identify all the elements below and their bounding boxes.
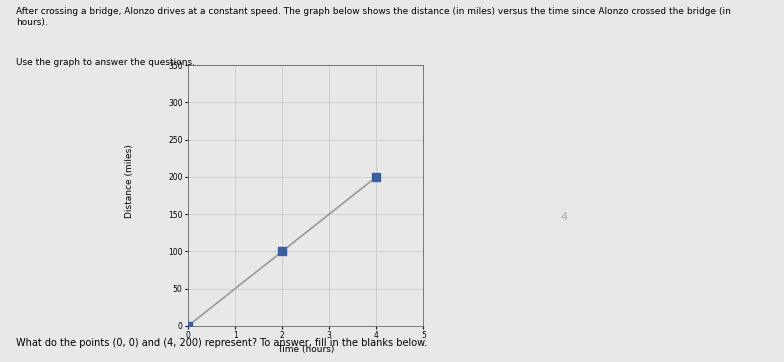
X-axis label: Time (hours): Time (hours) — [277, 345, 335, 354]
Text: What do the points (0, 0) and (4, 200) represent? To answer, fill in the blanks : What do the points (0, 0) and (4, 200) r… — [16, 337, 427, 348]
Text: Use the graph to answer the questions.: Use the graph to answer the questions. — [16, 58, 194, 67]
Point — [276, 248, 289, 254]
Text: After crossing a bridge, Alonzo drives at a constant speed. The graph below show: After crossing a bridge, Alonzo drives a… — [16, 7, 731, 27]
Point — [182, 323, 194, 329]
Text: 4: 4 — [561, 212, 568, 222]
Text: Distance (miles): Distance (miles) — [125, 144, 134, 218]
Point — [370, 174, 383, 180]
